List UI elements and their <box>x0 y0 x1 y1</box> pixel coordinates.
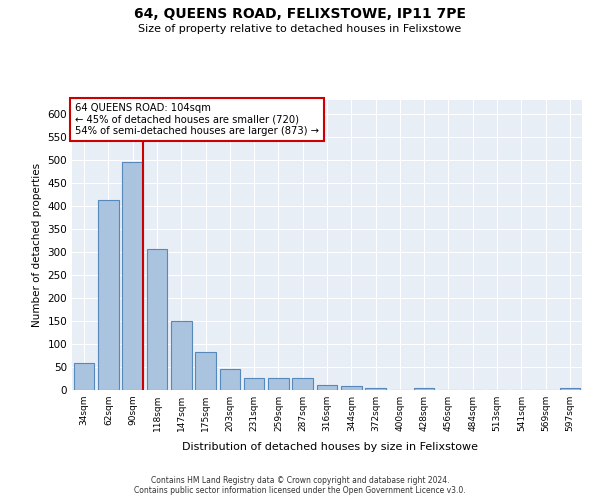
Text: Contains HM Land Registry data © Crown copyright and database right 2024.
Contai: Contains HM Land Registry data © Crown c… <box>134 476 466 495</box>
Bar <box>244 378 265 390</box>
Bar <box>341 386 362 390</box>
Text: 64 QUEENS ROAD: 104sqm
← 45% of detached houses are smaller (720)
54% of semi-de: 64 QUEENS ROAD: 104sqm ← 45% of detached… <box>74 103 319 136</box>
Y-axis label: Number of detached properties: Number of detached properties <box>32 163 42 327</box>
Text: 64, QUEENS ROAD, FELIXSTOWE, IP11 7PE: 64, QUEENS ROAD, FELIXSTOWE, IP11 7PE <box>134 8 466 22</box>
Text: Size of property relative to detached houses in Felixstowe: Size of property relative to detached ho… <box>139 24 461 34</box>
Bar <box>220 370 240 390</box>
Bar <box>146 248 167 390</box>
Bar <box>292 378 313 390</box>
Bar <box>317 386 337 390</box>
Bar <box>74 364 94 390</box>
Bar <box>560 388 580 390</box>
Bar <box>268 378 289 390</box>
Bar <box>414 388 434 390</box>
Bar <box>195 352 216 390</box>
Bar <box>365 388 386 390</box>
Bar <box>98 200 119 390</box>
Text: Distribution of detached houses by size in Felixstowe: Distribution of detached houses by size … <box>182 442 478 452</box>
Bar <box>171 321 191 390</box>
Bar <box>122 162 143 390</box>
